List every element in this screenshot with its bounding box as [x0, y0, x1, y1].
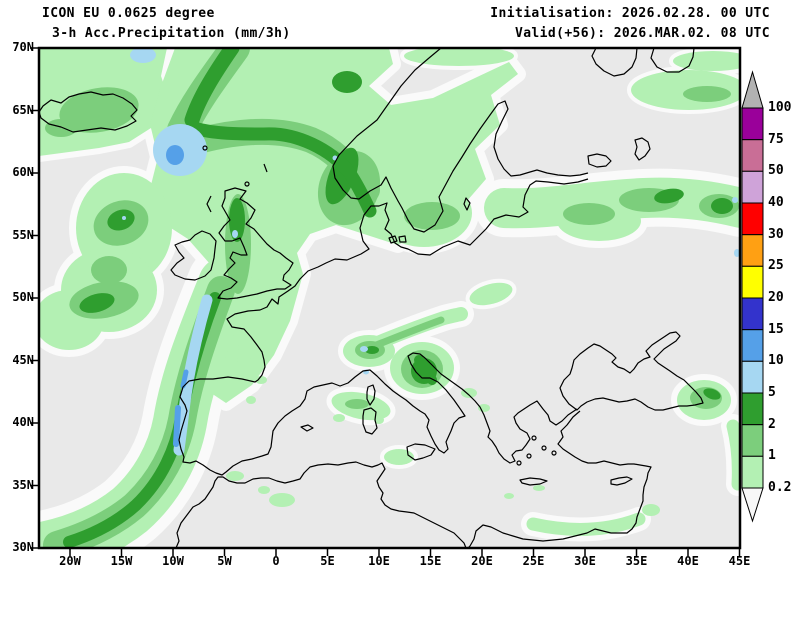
colorbar-label-15: 15 — [768, 321, 784, 337]
colorbar-bin — [741, 455, 764, 489]
colorbar-label-75: 75 — [768, 131, 784, 147]
colorbar-label-0p2: 0.2 — [768, 480, 792, 495]
colorbar-label-1: 1 — [768, 448, 776, 464]
lon-label-10w: 10W — [162, 554, 184, 568]
colorbar-label-10: 10 — [768, 353, 784, 369]
precip-blue-layer — [166, 145, 184, 165]
lon-label-40e: 40E — [677, 554, 699, 568]
colorbar — [741, 70, 764, 523]
lon-label-35e: 35E — [625, 554, 648, 568]
lon-label-0: 0 — [272, 554, 280, 568]
lon-label-25e: 25E — [522, 554, 545, 568]
lat-label-50n: 50N — [12, 290, 34, 304]
lat-label-45n: 45N — [12, 352, 34, 367]
lon-label-20e: 20E — [471, 554, 493, 568]
lat-label-40n: 40N — [12, 415, 34, 429]
valid-time: Valid(+56): 2026.MAR.02. 08 UTC — [514, 26, 770, 41]
lat-label-35n: 35N — [12, 477, 34, 492]
colorbar-bin — [741, 392, 764, 426]
colorbar-label-25: 25 — [768, 258, 784, 274]
colorbar-label-30: 30 — [768, 226, 784, 242]
colorbar-bin — [741, 329, 764, 362]
colorbar-bin — [741, 170, 764, 204]
lon-label-30e: 30E — [574, 554, 596, 568]
lon-label-5w: 5W — [217, 554, 232, 568]
model-title: ICON EU 0.0625 degree — [42, 6, 215, 21]
colorbar-label-20: 20 — [768, 290, 784, 305]
lat-label-55n: 55N — [12, 227, 34, 242]
colorbar-underflow-triangle — [741, 487, 764, 523]
colorbar-bin — [741, 202, 764, 236]
lon-label-10e: 10E — [368, 554, 390, 568]
lon-label-20w: 20W — [59, 554, 81, 568]
colorbar-bin — [741, 234, 764, 267]
colorbar-bin — [741, 265, 764, 299]
lon-label-45e: 45E — [728, 554, 751, 568]
lat-label-65n: 65N — [12, 102, 34, 117]
lon-label-15w: 15W — [110, 554, 133, 568]
lat-label-30n: 30N — [12, 540, 34, 554]
colorbar-bin — [741, 360, 764, 394]
colorbar-bin — [741, 297, 764, 331]
lat-label-70n: 70N — [12, 40, 34, 54]
europe-precipitation-map — [39, 48, 739, 548]
lat-label-60n: 60N — [12, 165, 34, 179]
colorbar-label-50: 50 — [768, 163, 784, 179]
initialisation-time: Initialisation: 2026.02.28. 00 UTC — [490, 6, 770, 21]
colorbar-label-40: 40 — [768, 195, 784, 210]
lon-label-5e: 5E — [320, 554, 335, 568]
colorbar-label-5: 5 — [768, 385, 776, 400]
colorbar-label-100: 100 — [768, 100, 792, 115]
lon-label-15e: 15E — [419, 554, 442, 568]
colorbar-bin — [741, 424, 764, 457]
colorbar-bin — [741, 139, 764, 172]
colorbar-bin — [741, 107, 764, 141]
parameter-title: 3-h Acc.Precipitation (mm/3h) — [52, 26, 291, 41]
colorbar-overflow-triangle — [741, 70, 764, 109]
colorbar-label-2: 2 — [768, 416, 776, 432]
